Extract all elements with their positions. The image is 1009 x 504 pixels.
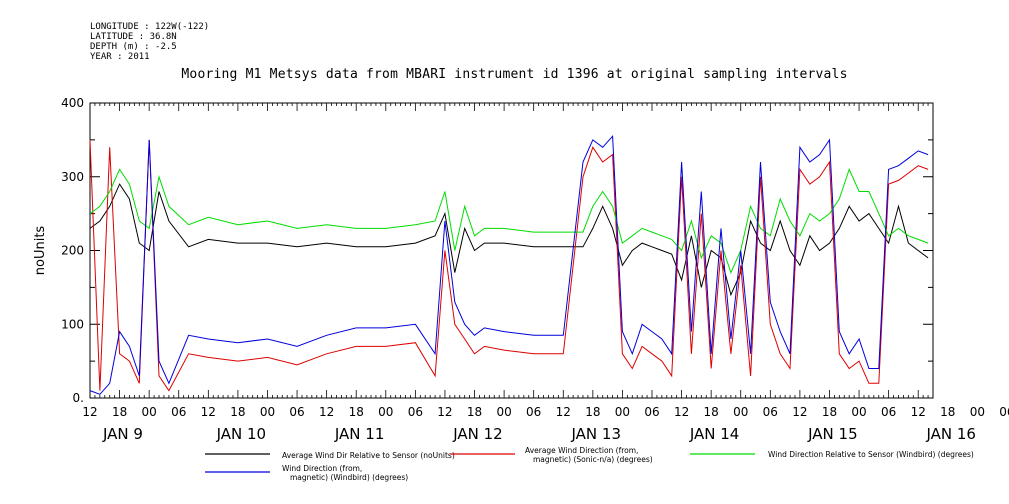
x-day-label: JAN 11 xyxy=(334,425,385,443)
legend-label-1: magnetic) (Sonic-n/a) (degrees) xyxy=(533,455,653,464)
x-hour-label: 06 xyxy=(763,405,778,419)
x-day-label: JAN 16 xyxy=(925,425,976,443)
y-tick-label: 400 xyxy=(61,96,84,110)
x-day-label: JAN 10 xyxy=(216,425,267,443)
x-hour-label: 18 xyxy=(704,405,719,419)
x-hour-label: 06 xyxy=(999,405,1009,419)
x-hour-label: 12 xyxy=(437,405,452,419)
legend-label-2: Wind Direction Relative to Sensor (Windb… xyxy=(768,450,974,459)
x-hour-label: 12 xyxy=(911,405,926,419)
x-hour-label: 00 xyxy=(496,405,511,419)
legend-group: Average Wind Dir Relative to Sensor (noU… xyxy=(205,446,974,482)
x-hour-label: 00 xyxy=(615,405,630,419)
x-hour-label: 06 xyxy=(526,405,541,419)
x-hour-label: 12 xyxy=(792,405,807,419)
x-hour-label: 18 xyxy=(467,405,482,419)
x-hour-label: 18 xyxy=(940,405,955,419)
x-day-label: JAN 14 xyxy=(689,425,740,443)
meta-longitude: LONGITUDE : 122W(-122) xyxy=(90,22,210,32)
x-hour-label: 06 xyxy=(171,405,186,419)
x-hour-label: 06 xyxy=(289,405,304,419)
x-hour-label: 18 xyxy=(822,405,837,419)
x-hour-label: 00 xyxy=(378,405,393,419)
x-hour-label: 18 xyxy=(585,405,600,419)
x-hour-label: 06 xyxy=(644,405,659,419)
x-hour-label: 18 xyxy=(349,405,364,419)
chart-title: Mooring M1 Metsys data from MBARI instru… xyxy=(181,67,848,82)
y-tick-label: 300 xyxy=(61,170,84,184)
meta-latitude: LATITUDE : 36.8N xyxy=(90,32,177,42)
x-hour-label: 00 xyxy=(260,405,275,419)
x-hour-label: 12 xyxy=(82,405,97,419)
series-group xyxy=(89,134,929,395)
x-hour-label: 12 xyxy=(201,405,216,419)
x-day-label: JAN 15 xyxy=(807,425,858,443)
x-day-label: JAN 9 xyxy=(102,425,143,443)
metadata-block: LONGITUDE : 122W(-122) LATITUDE : 36.8N … xyxy=(90,22,209,62)
legend-label-3: magnetic) (Windbird) (degrees) xyxy=(290,473,408,482)
series-line-0 xyxy=(89,183,929,297)
x-day-label: JAN 13 xyxy=(571,425,622,443)
x-hour-label: 12 xyxy=(556,405,571,419)
meta-depth: DEPTH (m) : -2.5 xyxy=(90,42,177,52)
x-hour-label: 12 xyxy=(674,405,689,419)
x-hour-label: 00 xyxy=(970,405,985,419)
x-hour-label: 00 xyxy=(733,405,748,419)
x-hour-label: 18 xyxy=(112,405,127,419)
y-tick-label: 0. xyxy=(73,391,84,405)
x-hour-label: 18 xyxy=(230,405,245,419)
x-hour-label: 06 xyxy=(881,405,896,419)
legend-label-0: Average Wind Dir Relative to Sensor (noU… xyxy=(282,451,455,460)
series-line-3 xyxy=(89,134,929,395)
axes-group: 0. 100 200 300 400 noUnits 12 18 00 06 12 18 00 06 12 1… xyxy=(33,96,1009,443)
series-line-2 xyxy=(89,168,929,274)
x-day-label: JAN 12 xyxy=(452,425,503,443)
y-tick-label: 100 xyxy=(61,317,84,331)
x-hour-label: 12 xyxy=(319,405,334,419)
x-hour-label: 00 xyxy=(142,405,157,419)
x-hour-label: 00 xyxy=(851,405,866,419)
meta-year: YEAR : 2011 xyxy=(90,52,150,62)
y-tick-label: 200 xyxy=(61,244,84,258)
legend-label-1: Average Wind Direction (from, xyxy=(525,446,638,455)
series-line-1 xyxy=(89,139,929,392)
y-axis-label: noUnits xyxy=(33,226,48,276)
plot-frame xyxy=(89,102,934,399)
x-hour-label: 06 xyxy=(408,405,423,419)
legend-label-3: Wind Direction (from, xyxy=(282,464,362,473)
